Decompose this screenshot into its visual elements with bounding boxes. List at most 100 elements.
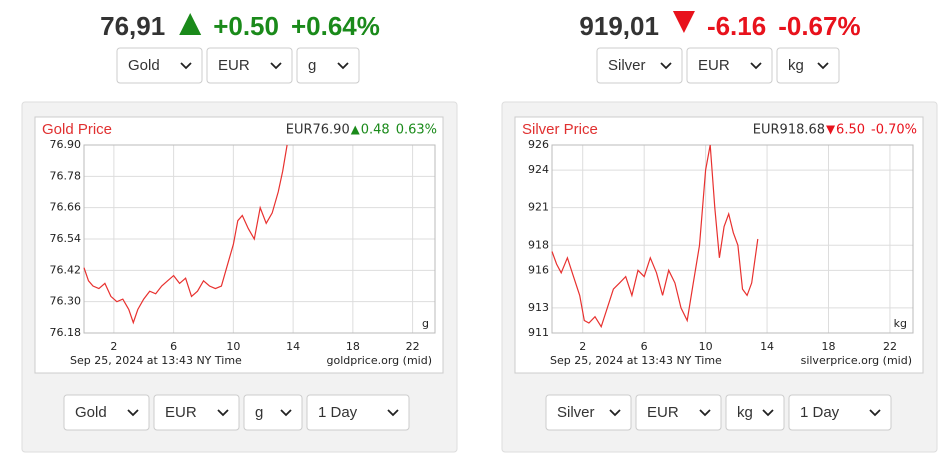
x-tick-label: 18 (346, 340, 360, 353)
y-tick-label: 921 (528, 201, 549, 214)
y-tick-label: 76.54 (50, 232, 82, 245)
dropdown-box (725, 394, 785, 431)
dropdown[interactable]: EUR (206, 47, 293, 84)
quote-change: 6.50 (836, 123, 865, 138)
x-tick-label: 22 (406, 340, 420, 353)
dropdown-box (776, 47, 840, 84)
dropdown-label: EUR (647, 404, 679, 421)
change-percent: -0.67% (778, 11, 860, 41)
dropdown-box (788, 394, 892, 431)
y-tick-label: 913 (528, 301, 549, 314)
x-tick-label: 18 (822, 340, 836, 353)
dropdown-chevron (270, 62, 282, 70)
y-tick-label: 918 (528, 238, 549, 251)
chart-source: silverprice.org (mid) (801, 354, 912, 367)
dropdown-box (596, 47, 683, 84)
quote-price: EUR76.90 (286, 123, 350, 138)
y-tick-label: 911 (528, 326, 549, 339)
dropdown-box (635, 394, 722, 431)
dropdown-label: EUR (218, 57, 250, 74)
dropdown-label: 1 Day (800, 404, 840, 421)
dropdown-label: 1 Day (318, 404, 358, 421)
direction-icon (672, 11, 695, 33)
chart-source: goldprice.org (mid) (327, 354, 433, 367)
chart-title: Silver Price (522, 121, 598, 138)
quote-direction-icon (350, 125, 360, 135)
dropdown-label: Gold (128, 57, 160, 74)
dropdown[interactable]: Gold (63, 394, 150, 431)
dropdown-label: g (255, 404, 263, 421)
dropdown[interactable]: EUR (153, 394, 240, 431)
dropdown-chevron (387, 409, 399, 417)
dropdown-chevron (280, 409, 292, 417)
price-line (551, 144, 759, 329)
y-tick-label: 916 (528, 263, 549, 276)
dropdown-box (116, 47, 203, 84)
dropdown-label: g (308, 57, 316, 74)
quote-change-percent: 0.63% (396, 123, 437, 138)
dropdown-label: kg (788, 57, 804, 74)
dropdown-chevron (869, 409, 881, 417)
x-tick-label: 6 (170, 340, 177, 353)
dropdown[interactable]: Silver (545, 394, 632, 431)
x-tick-label: 14 (286, 340, 300, 353)
dropdown-chevron (127, 409, 139, 417)
dropdown[interactable]: EUR (635, 394, 722, 431)
unit-label: kg (894, 317, 907, 330)
dropdown-label: Silver (557, 404, 595, 421)
quote-direction-icon (826, 125, 836, 135)
dropdown-chevron (609, 409, 621, 417)
dropdown-chevron (217, 409, 229, 417)
dropdown[interactable]: g (243, 394, 303, 431)
price: 76,91 (100, 11, 165, 41)
x-tick-label: 10 (699, 340, 713, 353)
y-tick-label: 924 (528, 163, 549, 176)
change: +0.50 (213, 11, 279, 41)
x-tick-label: 6 (641, 340, 648, 353)
dropdown-label: EUR (165, 404, 197, 421)
x-tick-label: 2 (579, 340, 586, 353)
dropdown[interactable]: kg (725, 394, 785, 431)
dropdown[interactable]: EUR (686, 47, 773, 84)
price: 919,01 (579, 11, 659, 41)
x-tick-label: 22 (883, 340, 897, 353)
dropdown[interactable]: Gold (116, 47, 203, 84)
dropdown-label: EUR (698, 57, 730, 74)
dropdown[interactable]: Silver (596, 47, 683, 84)
dropdown-chevron (660, 62, 672, 70)
y-tick-label: 926 (528, 138, 549, 151)
dropdown-box (153, 394, 240, 431)
dropdown-box (686, 47, 773, 84)
dropdown-box (545, 394, 632, 431)
chart-date: Sep 25, 2024 at 13:43 NY Time (70, 354, 242, 367)
dropdown-chevron (762, 409, 774, 417)
dropdown-label: Gold (75, 404, 107, 421)
y-tick-label: 76.30 (50, 295, 82, 308)
direction-icon (179, 13, 202, 35)
dropdown-chevron (337, 62, 349, 70)
unit-label: g (422, 317, 429, 330)
dropdown[interactable]: g (296, 47, 360, 84)
y-tick-label: 76.66 (50, 201, 82, 214)
change-percent: +0.64% (291, 11, 380, 41)
quote-change-percent: -0.70% (871, 123, 917, 138)
x-tick-label: 14 (760, 340, 774, 353)
dropdown[interactable]: 1 Day (306, 394, 410, 431)
x-tick-label: 10 (226, 340, 240, 353)
dropdown-box (243, 394, 303, 431)
x-tick-label: 2 (110, 340, 117, 353)
chart-frame (34, 116, 444, 374)
dropdown-box (206, 47, 293, 84)
y-tick-label: 76.90 (50, 138, 82, 151)
dropdown[interactable]: kg (776, 47, 840, 84)
dropdown[interactable]: 1 Day (788, 394, 892, 431)
plot-area (551, 144, 914, 334)
dropdown-chevron (180, 62, 192, 70)
quote-price: EUR918.68 (753, 123, 825, 138)
plot-area (83, 144, 436, 334)
change: -6.16 (707, 11, 766, 41)
quote-change: 0.48 (361, 123, 390, 138)
dropdown-box (306, 394, 410, 431)
